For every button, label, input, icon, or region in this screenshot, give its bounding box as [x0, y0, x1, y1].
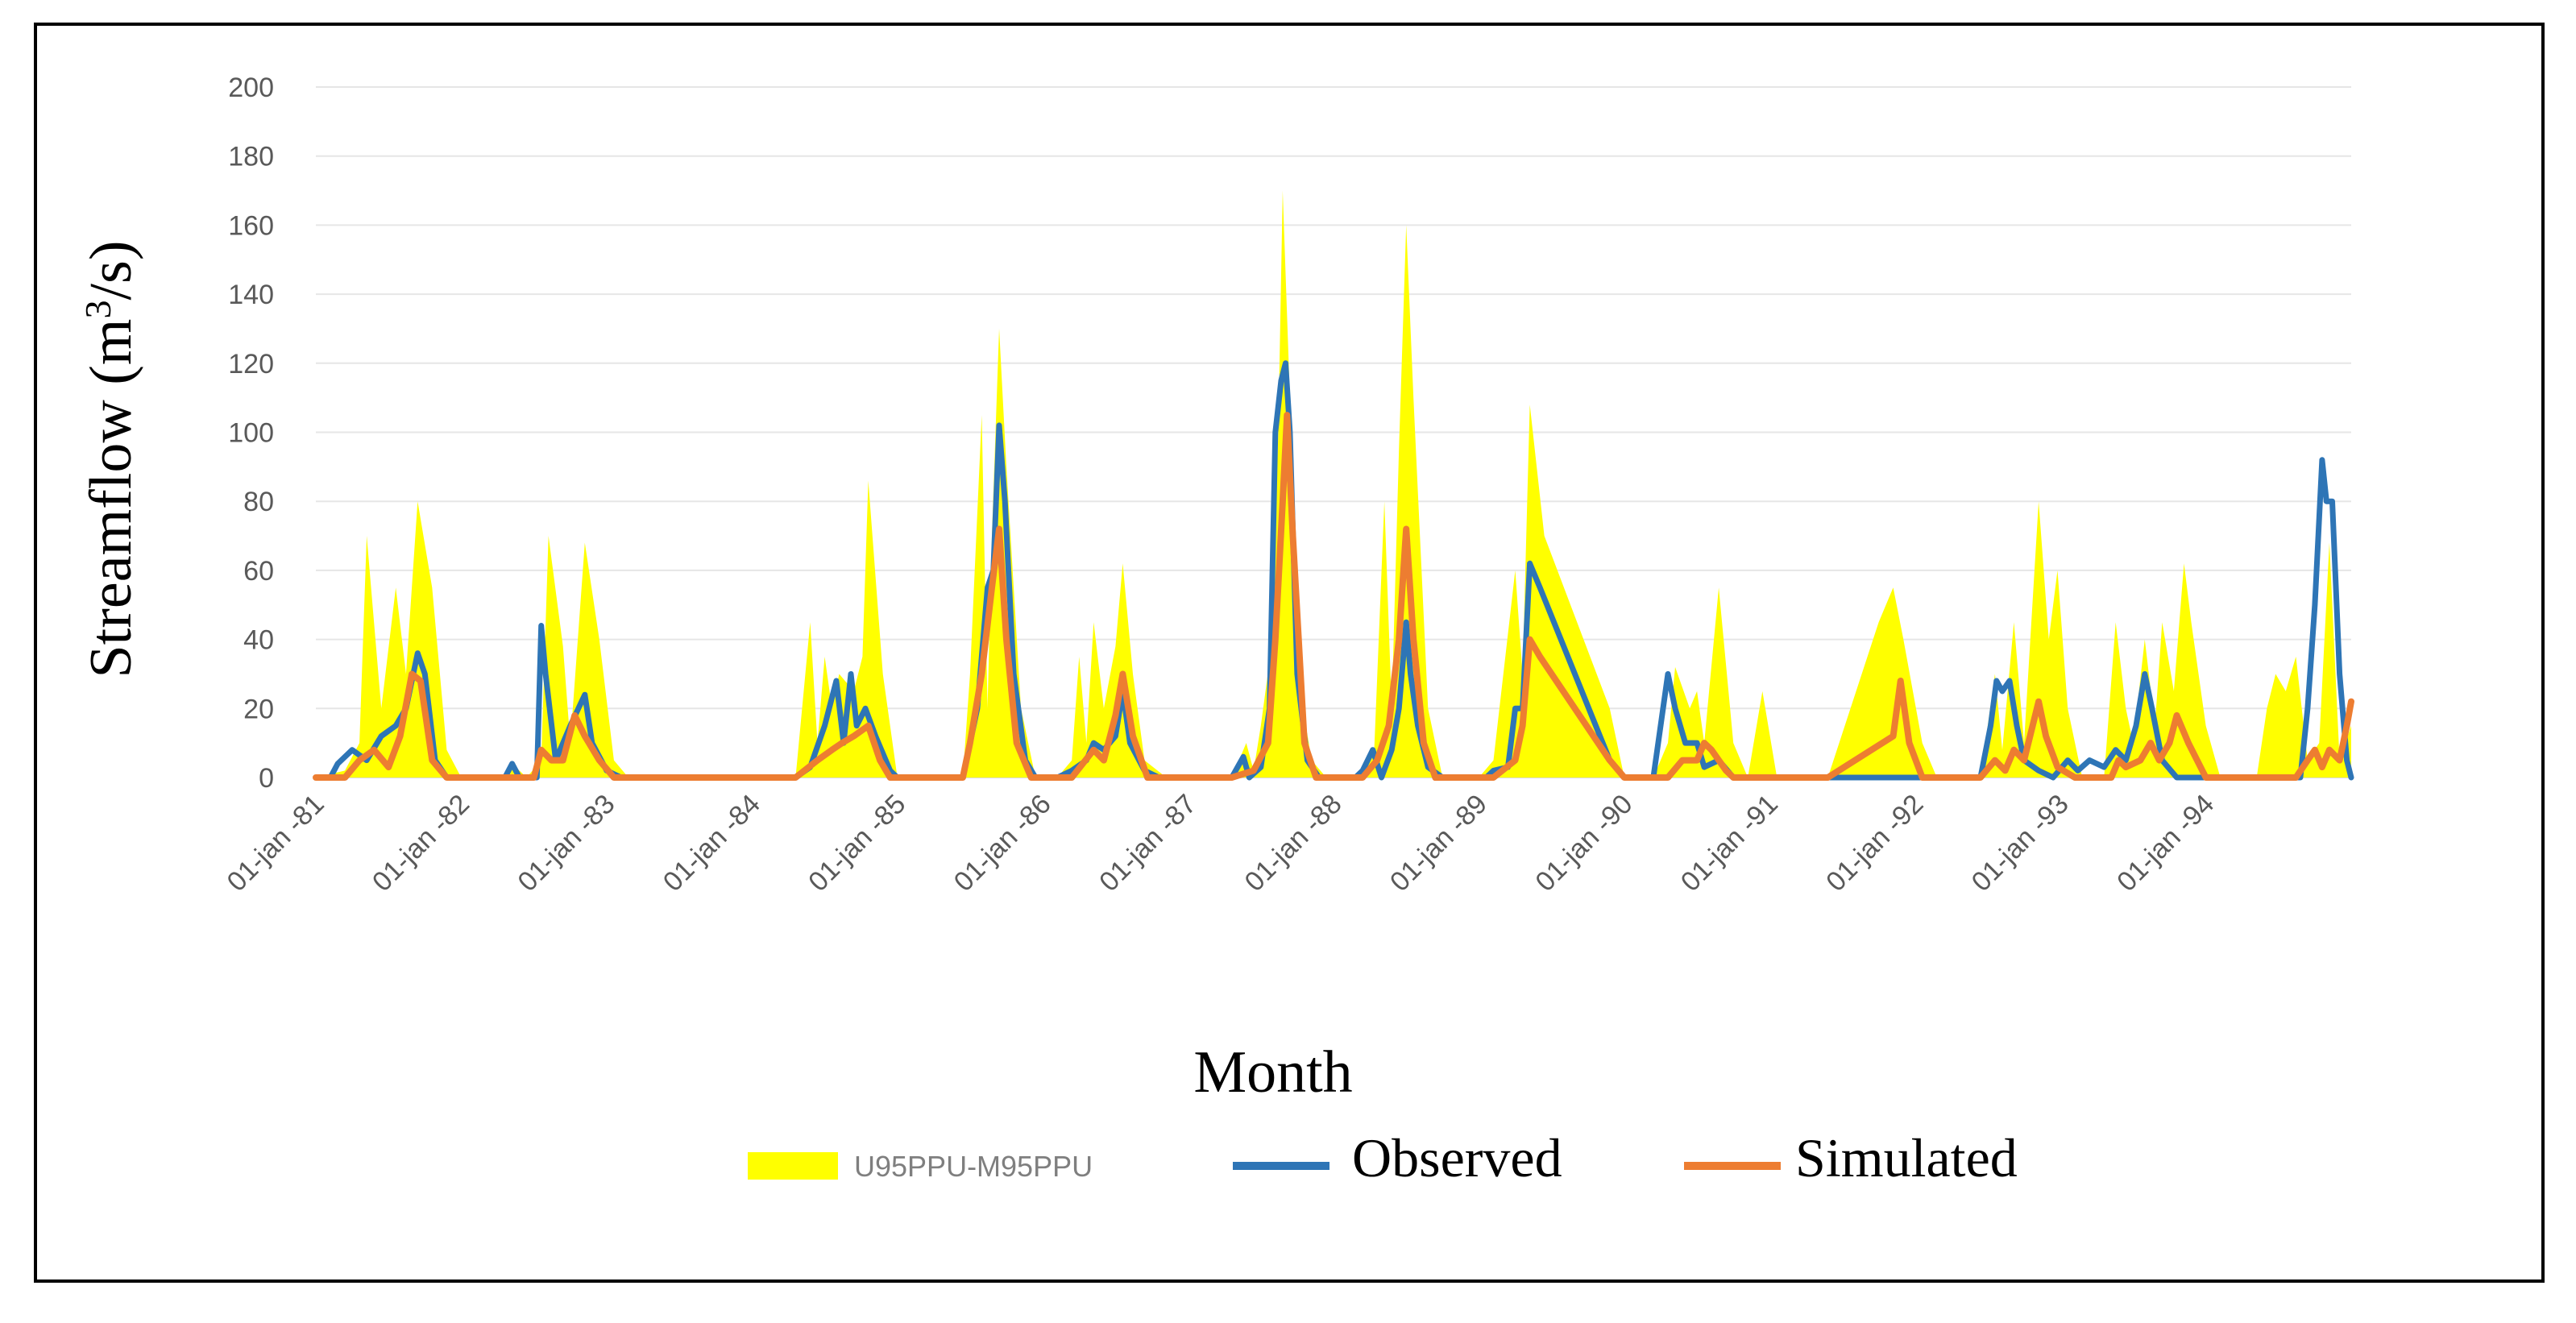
y-tick-label: 80: [243, 487, 274, 517]
y-tick-label: 60: [243, 556, 274, 587]
series-band-uncertainty: [316, 190, 2351, 778]
y-tick-label: 40: [243, 625, 274, 656]
y-tick-label: 0: [259, 763, 274, 794]
legend-item-band: U95PPU-M95PPU: [748, 1150, 1093, 1183]
y-tick-label: 200: [228, 73, 274, 103]
legend-swatch-band: [748, 1152, 838, 1180]
legend-label-simulated: Simulated: [1795, 1127, 2018, 1188]
y-tick-label: 160: [228, 210, 274, 241]
legend-label-band: U95PPU-M95PPU: [854, 1150, 1093, 1183]
y-tick-label: 180: [228, 142, 274, 172]
legend-item-simulated: Simulated: [1684, 1127, 2018, 1188]
y-tick-label: 140: [228, 280, 274, 310]
series-layer: [313, 190, 2354, 781]
legend-label-observed: Observed: [1352, 1127, 1562, 1188]
y-tick-labels: 0 20 40 60 80 100 120 140 160 180 200: [228, 73, 274, 794]
legend-item-observed: Observed: [1233, 1127, 1562, 1188]
y-tick-label: 120: [228, 349, 274, 379]
y-tick-label: 100: [228, 418, 274, 449]
legend: U95PPU-M95PPU Observed Simulated: [748, 1127, 2018, 1188]
series-line-simulated: [313, 412, 2354, 781]
series-line-observed: [313, 360, 2354, 781]
y-tick-label: 20: [243, 694, 274, 724]
y-axis-title: Streamflow (m3/s): [77, 241, 145, 678]
x-axis-title: Month: [1193, 1039, 1352, 1105]
